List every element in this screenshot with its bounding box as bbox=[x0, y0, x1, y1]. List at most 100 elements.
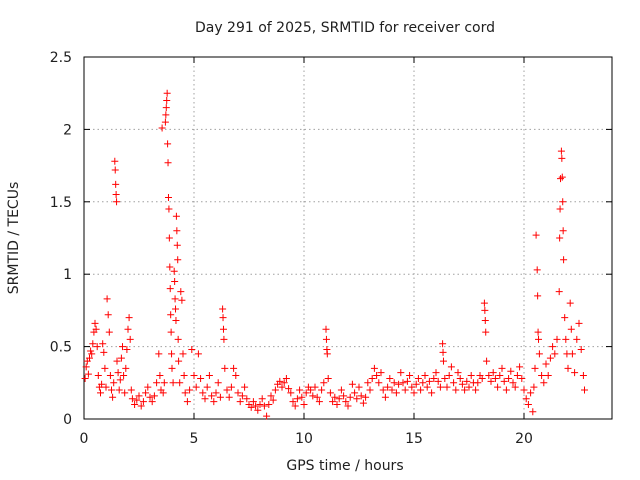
data-point bbox=[208, 392, 216, 400]
data-point bbox=[212, 389, 220, 397]
data-point bbox=[436, 383, 444, 391]
data-point bbox=[119, 343, 126, 351]
data-point bbox=[566, 299, 574, 307]
data-point bbox=[463, 377, 471, 385]
x-axis-label: GPS time / hours bbox=[286, 458, 403, 474]
data-point bbox=[467, 372, 475, 380]
data-point bbox=[558, 173, 566, 181]
data-point bbox=[192, 383, 200, 391]
data-point bbox=[221, 364, 229, 372]
data-point bbox=[518, 374, 526, 382]
data-point bbox=[214, 379, 222, 387]
data-point bbox=[108, 386, 115, 394]
data-point bbox=[194, 350, 202, 358]
data-point bbox=[318, 386, 326, 394]
data-point bbox=[102, 383, 110, 391]
data-point bbox=[533, 266, 541, 274]
data-point bbox=[419, 379, 427, 387]
data-point bbox=[544, 372, 552, 380]
data-point bbox=[395, 380, 403, 388]
data-point bbox=[186, 386, 194, 394]
data-point bbox=[408, 383, 416, 391]
data-point bbox=[172, 317, 180, 325]
data-point bbox=[362, 393, 370, 401]
data-point bbox=[127, 386, 135, 394]
data-point bbox=[331, 393, 339, 401]
data-point bbox=[289, 398, 297, 406]
data-point bbox=[562, 335, 570, 343]
data-point bbox=[203, 383, 211, 391]
data-point bbox=[481, 306, 489, 314]
data-point bbox=[183, 398, 191, 406]
data-point bbox=[496, 372, 504, 380]
data-point bbox=[483, 357, 491, 365]
data-point bbox=[461, 386, 469, 394]
data-point bbox=[115, 386, 123, 394]
data-point bbox=[381, 393, 389, 401]
x-tick-label: 10 bbox=[295, 431, 313, 447]
data-point bbox=[348, 380, 356, 388]
axis-ticks: 0 5 10 15 20 0 0.5 1 1.5 2 2.5 bbox=[50, 50, 612, 447]
data-point bbox=[89, 340, 97, 348]
y-tick-label: 2 bbox=[63, 122, 72, 138]
data-point bbox=[126, 335, 134, 343]
data-point bbox=[201, 395, 209, 403]
data-point bbox=[105, 328, 113, 336]
data-point bbox=[414, 374, 422, 382]
data-point bbox=[179, 350, 187, 358]
data-point bbox=[142, 389, 150, 397]
data-point bbox=[359, 399, 367, 407]
data-point bbox=[156, 372, 164, 380]
data-point bbox=[155, 350, 163, 358]
data-point bbox=[364, 379, 372, 387]
data-point bbox=[559, 198, 567, 206]
data-point bbox=[234, 389, 242, 397]
data-point bbox=[430, 374, 438, 382]
data-point bbox=[249, 398, 257, 406]
data-point bbox=[564, 364, 572, 372]
data-point bbox=[320, 379, 328, 387]
data-point bbox=[181, 389, 189, 397]
data-point bbox=[125, 314, 133, 322]
data-point bbox=[158, 124, 166, 132]
data-point bbox=[199, 389, 207, 397]
data-point bbox=[406, 372, 414, 380]
data-point bbox=[581, 386, 588, 394]
data-point bbox=[428, 389, 436, 397]
data-point bbox=[417, 386, 425, 394]
data-point bbox=[522, 395, 530, 403]
data-point bbox=[227, 383, 235, 391]
data-point bbox=[104, 311, 112, 319]
data-point bbox=[92, 325, 100, 333]
data-point bbox=[293, 395, 301, 403]
data-point bbox=[166, 263, 174, 271]
data-point bbox=[557, 147, 565, 155]
data-point bbox=[123, 345, 131, 353]
data-point bbox=[535, 350, 543, 358]
data-point bbox=[100, 348, 108, 356]
data-point bbox=[219, 305, 227, 313]
data-point bbox=[322, 335, 330, 343]
data-point bbox=[500, 377, 508, 385]
data-point bbox=[397, 369, 405, 377]
data-point bbox=[219, 325, 227, 333]
data-point bbox=[472, 386, 480, 394]
data-point bbox=[296, 386, 304, 394]
y-tick-label: 1.5 bbox=[50, 195, 72, 211]
data-point bbox=[335, 395, 343, 403]
data-point bbox=[560, 256, 568, 264]
data-point bbox=[324, 374, 332, 382]
data-point bbox=[556, 205, 564, 213]
data-point bbox=[162, 111, 170, 119]
data-point bbox=[139, 398, 147, 406]
y-tick-label: 2.5 bbox=[50, 50, 72, 66]
data-point bbox=[197, 374, 205, 382]
data-point bbox=[174, 256, 182, 264]
data-point bbox=[164, 159, 172, 167]
data-point bbox=[111, 166, 119, 174]
data-point bbox=[225, 393, 233, 401]
data-point bbox=[443, 383, 451, 391]
data-point bbox=[505, 374, 513, 382]
data-point bbox=[313, 393, 321, 401]
